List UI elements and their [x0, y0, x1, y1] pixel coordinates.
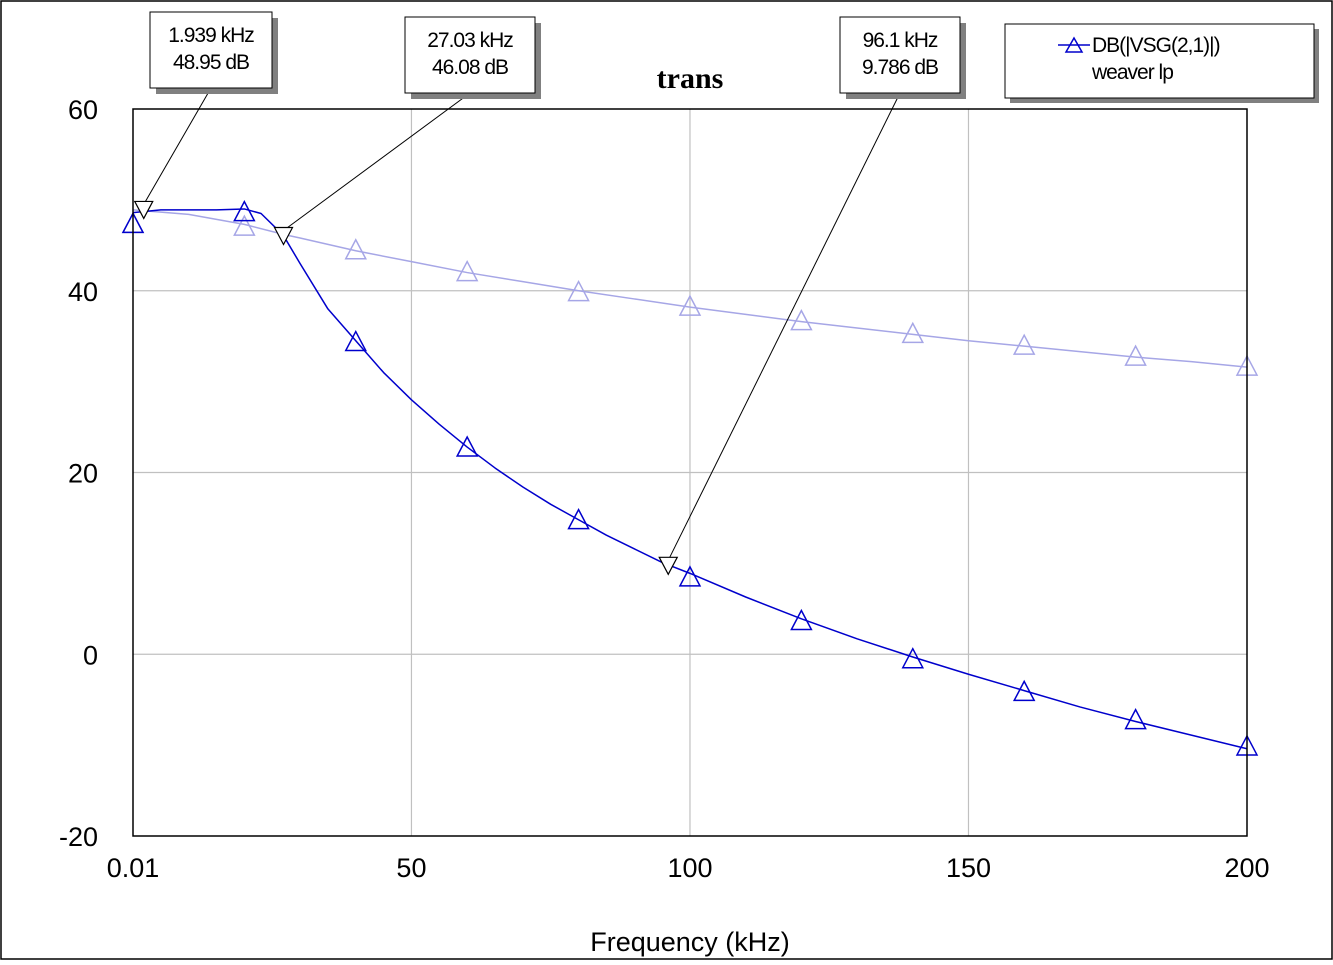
x-tick-label: 200: [1224, 853, 1269, 883]
y-tick-label: -20: [59, 822, 98, 852]
marker-value-label: 46.08 dB: [432, 56, 508, 79]
marker-value-label: 48.95 dB: [173, 51, 249, 74]
data-point-marker: [1012, 333, 1036, 355]
marker-box: [149, 11, 273, 89]
x-tick-label: 150: [946, 853, 991, 883]
data-point-marker: [901, 647, 925, 669]
x-tick-label: 100: [667, 853, 712, 883]
marker-frequency-label: 1.939 kHz: [168, 24, 254, 47]
series-line: [132, 208, 1248, 750]
x-axis-label: Frequency (kHz): [590, 927, 790, 957]
data-point-marker: [678, 565, 702, 587]
legend-box: [1004, 23, 1315, 99]
grid-layer: [133, 109, 1247, 836]
data-point-marker: [678, 294, 702, 316]
marker-leader-line: [667, 92, 901, 561]
marker-annotation: 27.03 kHz 46.08 dB: [273, 16, 541, 246]
axis-layer: 0.01 50 100 150 200 -20 0 20 40 60: [59, 95, 1270, 883]
legend: DB(|VSG(2,1)|) weaver lp: [1004, 23, 1319, 103]
y-tick-label: 0: [83, 640, 98, 670]
data-point-marker: [901, 321, 925, 344]
series-line: [132, 209, 1248, 368]
marker-inverted-triangle: [133, 200, 154, 220]
x-tick-label: 50: [396, 853, 426, 883]
series-layer: [121, 199, 1259, 756]
x-tick-label: 0.01: [107, 853, 160, 883]
y-tick-label: 60: [68, 95, 98, 125]
data-point-marker: [233, 199, 256, 222]
chart-title: trans: [657, 62, 724, 95]
data-point-marker: [344, 329, 367, 352]
marker-box: [404, 16, 536, 94]
data-point-marker: [455, 259, 479, 282]
data-point-marker: [567, 279, 590, 302]
y-tick-label: 20: [68, 459, 98, 489]
data-point-marker: [233, 214, 256, 236]
marker-leader-line: [143, 87, 212, 205]
marker-value-label: 9.786 dB: [862, 56, 938, 79]
legend-triangle-icon: [1064, 36, 1084, 53]
data-point-marker: [567, 508, 590, 530]
marker-inverted-triangle: [273, 226, 294, 246]
marker-frequency-label: 27.03 kHz: [427, 29, 513, 52]
data-point-marker: [455, 435, 479, 457]
data-point-marker: [790, 608, 813, 631]
marker-annotation: 96.1 kHz 9.786 dB: [658, 16, 966, 576]
marker-leader-line: [283, 92, 471, 231]
marker-annotation: 1.939 kHz 48.95 dB: [133, 11, 278, 220]
series-group: [121, 209, 1259, 376]
series-group: [121, 199, 1259, 756]
data-point-marker: [1012, 679, 1036, 702]
data-point-marker: [344, 238, 367, 260]
y-tick-label: 40: [68, 277, 98, 307]
marker-annotation-layer: 1.939 kHz 48.95 dB 27.03 kHz 46.08 dB 96.1 k…: [133, 11, 966, 576]
marker-box: [839, 16, 961, 94]
data-point-marker: [1124, 344, 1147, 366]
legend-entry-label: DB(|VSG(2,1)|): [1092, 34, 1220, 57]
plot-area-border: [132, 108, 1248, 837]
data-point-marker: [790, 309, 813, 331]
marker-inverted-triangle: [658, 556, 679, 576]
legend-source-label: weaver lp: [1091, 61, 1173, 84]
marker-frequency-label: 96.1 kHz: [863, 29, 938, 52]
data-point-marker: [1124, 707, 1147, 730]
